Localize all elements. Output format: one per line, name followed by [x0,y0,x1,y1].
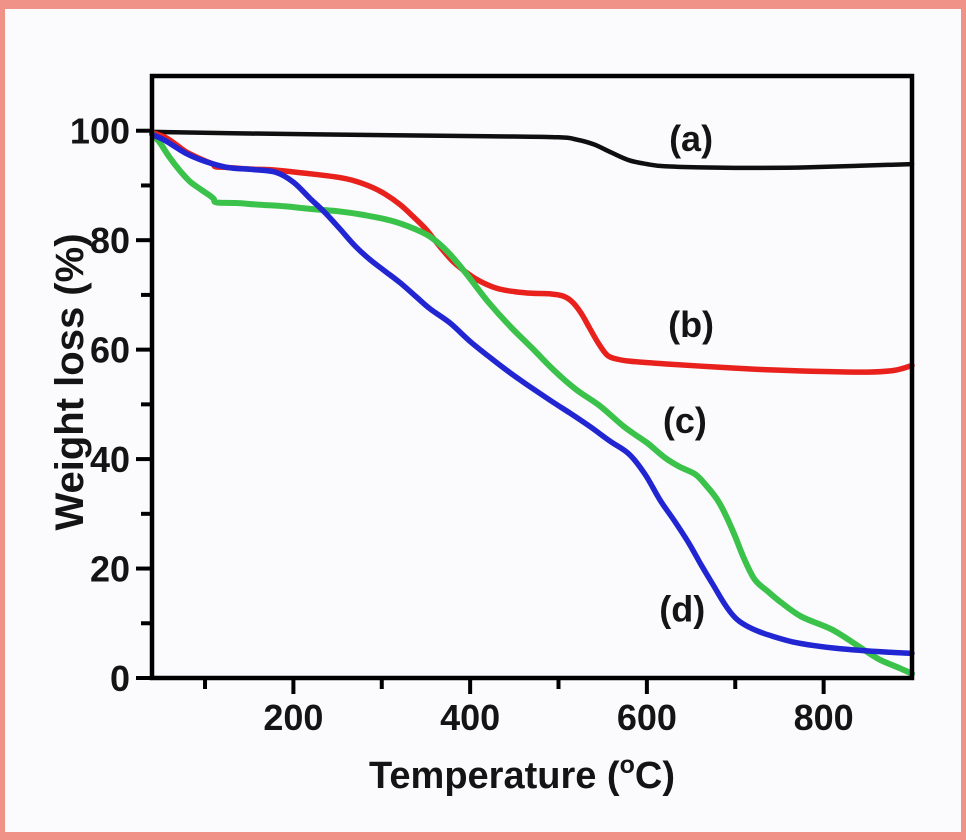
series-lines [149,129,915,677]
y-tick-label-100: 100 [70,111,130,152]
y-tick-label-60: 60 [90,330,130,371]
y-tick-label-80: 80 [90,220,130,261]
series-label-d: (d) [659,589,705,630]
series-line-a [149,129,915,171]
series-line-d [149,131,915,657]
y-tick-label-40: 40 [90,439,130,480]
series-labels: (a) (b) (c) (d) [659,118,714,630]
series-label-c: (c) [663,400,707,441]
x-tick-label-800: 800 [794,697,854,738]
x-tick-label-200: 200 [263,697,323,738]
x-axis-title: Temperature (oC) [369,751,675,797]
series-label-a: (a) [669,118,713,159]
y-axis-title: Weight loss (%) [48,233,92,530]
axis-ticks [136,128,826,694]
y-tick-label-20: 20 [90,549,130,590]
x-tick-label-400: 400 [440,697,500,738]
axis-tick-labels: 200 400 600 800 0 20 40 60 80 100 [70,111,854,738]
x-tick-label-600: 600 [617,697,677,738]
series-label-b: (b) [668,304,714,345]
y-tick-label-0: 0 [110,658,130,699]
tga-chart: (a) (b) (c) (d) 200 400 600 800 0 20 40 60 80 100 Te… [48,73,915,797]
series-line-c [149,130,915,677]
plot-area [149,73,915,681]
